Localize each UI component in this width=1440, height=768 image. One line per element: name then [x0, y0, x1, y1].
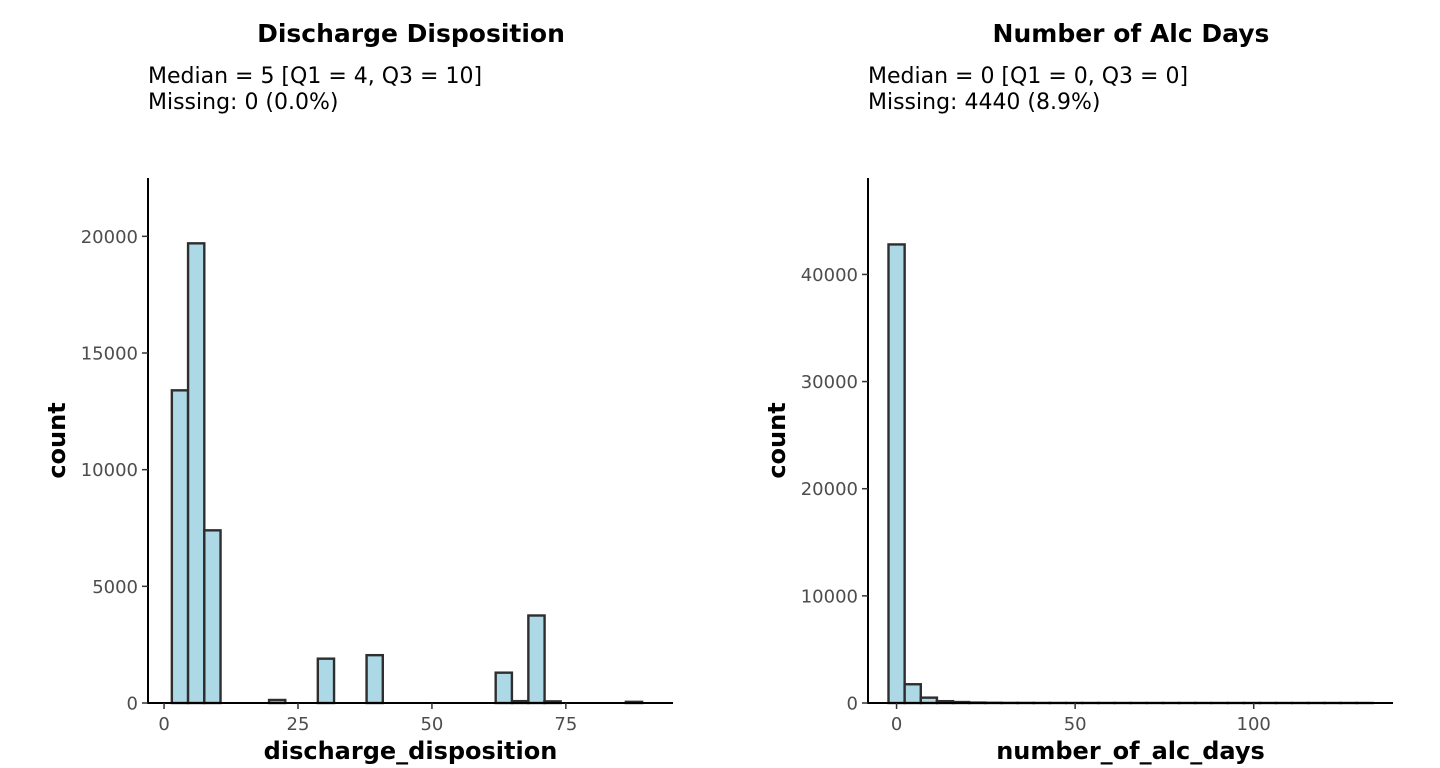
x-tick-label: 0: [158, 714, 169, 735]
y-tick-label: 0: [847, 694, 858, 715]
y-tick-label: 30000: [801, 372, 858, 393]
y-tick-label: 10000: [81, 460, 138, 481]
y-tick-label: 0: [127, 694, 138, 715]
y-tick-label: 15000: [81, 344, 138, 365]
chart-subtitle-line: Median = 5 [Q1 = 4, Q3 = 10]: [148, 64, 482, 89]
y-axis-label: count: [43, 402, 71, 478]
y-tick-label: 40000: [801, 265, 858, 286]
y-tick-label: 20000: [81, 227, 138, 248]
chart-subtitle-line: Missing: 4440 (8.9%): [868, 90, 1100, 115]
x-tick-label: 100: [1237, 714, 1271, 735]
histogram-bar: [186, 242, 206, 705]
y-axis-label: count: [763, 402, 791, 478]
chart-title: Number of Alc Days: [993, 19, 1270, 48]
x-axis-label: number_of_alc_days: [996, 737, 1265, 765]
histogram-panel-2: Number of Alc Days Median = 0 [Q1 = 0, Q3…: [763, 19, 1393, 765]
x-tick-label: 25: [287, 714, 310, 735]
y-tick-label: 5000: [92, 577, 138, 598]
x-tick-label: 75: [554, 714, 577, 735]
histogram-bar: [494, 671, 514, 705]
histogram-panel-1: Discharge Disposition Median = 5 [Q1 = 4,…: [43, 19, 673, 765]
y-tick-label: 10000: [801, 586, 858, 607]
histogram-bar: [203, 529, 222, 705]
histogram-bar: [170, 389, 190, 705]
histogram-bar: [527, 614, 546, 705]
x-axis-label: discharge_disposition: [264, 737, 558, 765]
chart-subtitle-line: Median = 0 [Q1 = 0, Q3 = 0]: [868, 64, 1188, 89]
y-tick-label: 20000: [801, 479, 858, 500]
chart-subtitle-line: Missing: 0 (0.0%): [148, 90, 339, 115]
histogram-bar: [887, 243, 906, 705]
chart-title: Discharge Disposition: [257, 19, 565, 48]
histogram-bar: [365, 653, 385, 705]
histogram-bar: [316, 657, 336, 705]
x-tick-label: 50: [1064, 714, 1087, 735]
x-tick-label: 0: [891, 714, 902, 735]
histogram-bar: [903, 683, 922, 705]
x-tick-label: 50: [420, 714, 443, 735]
